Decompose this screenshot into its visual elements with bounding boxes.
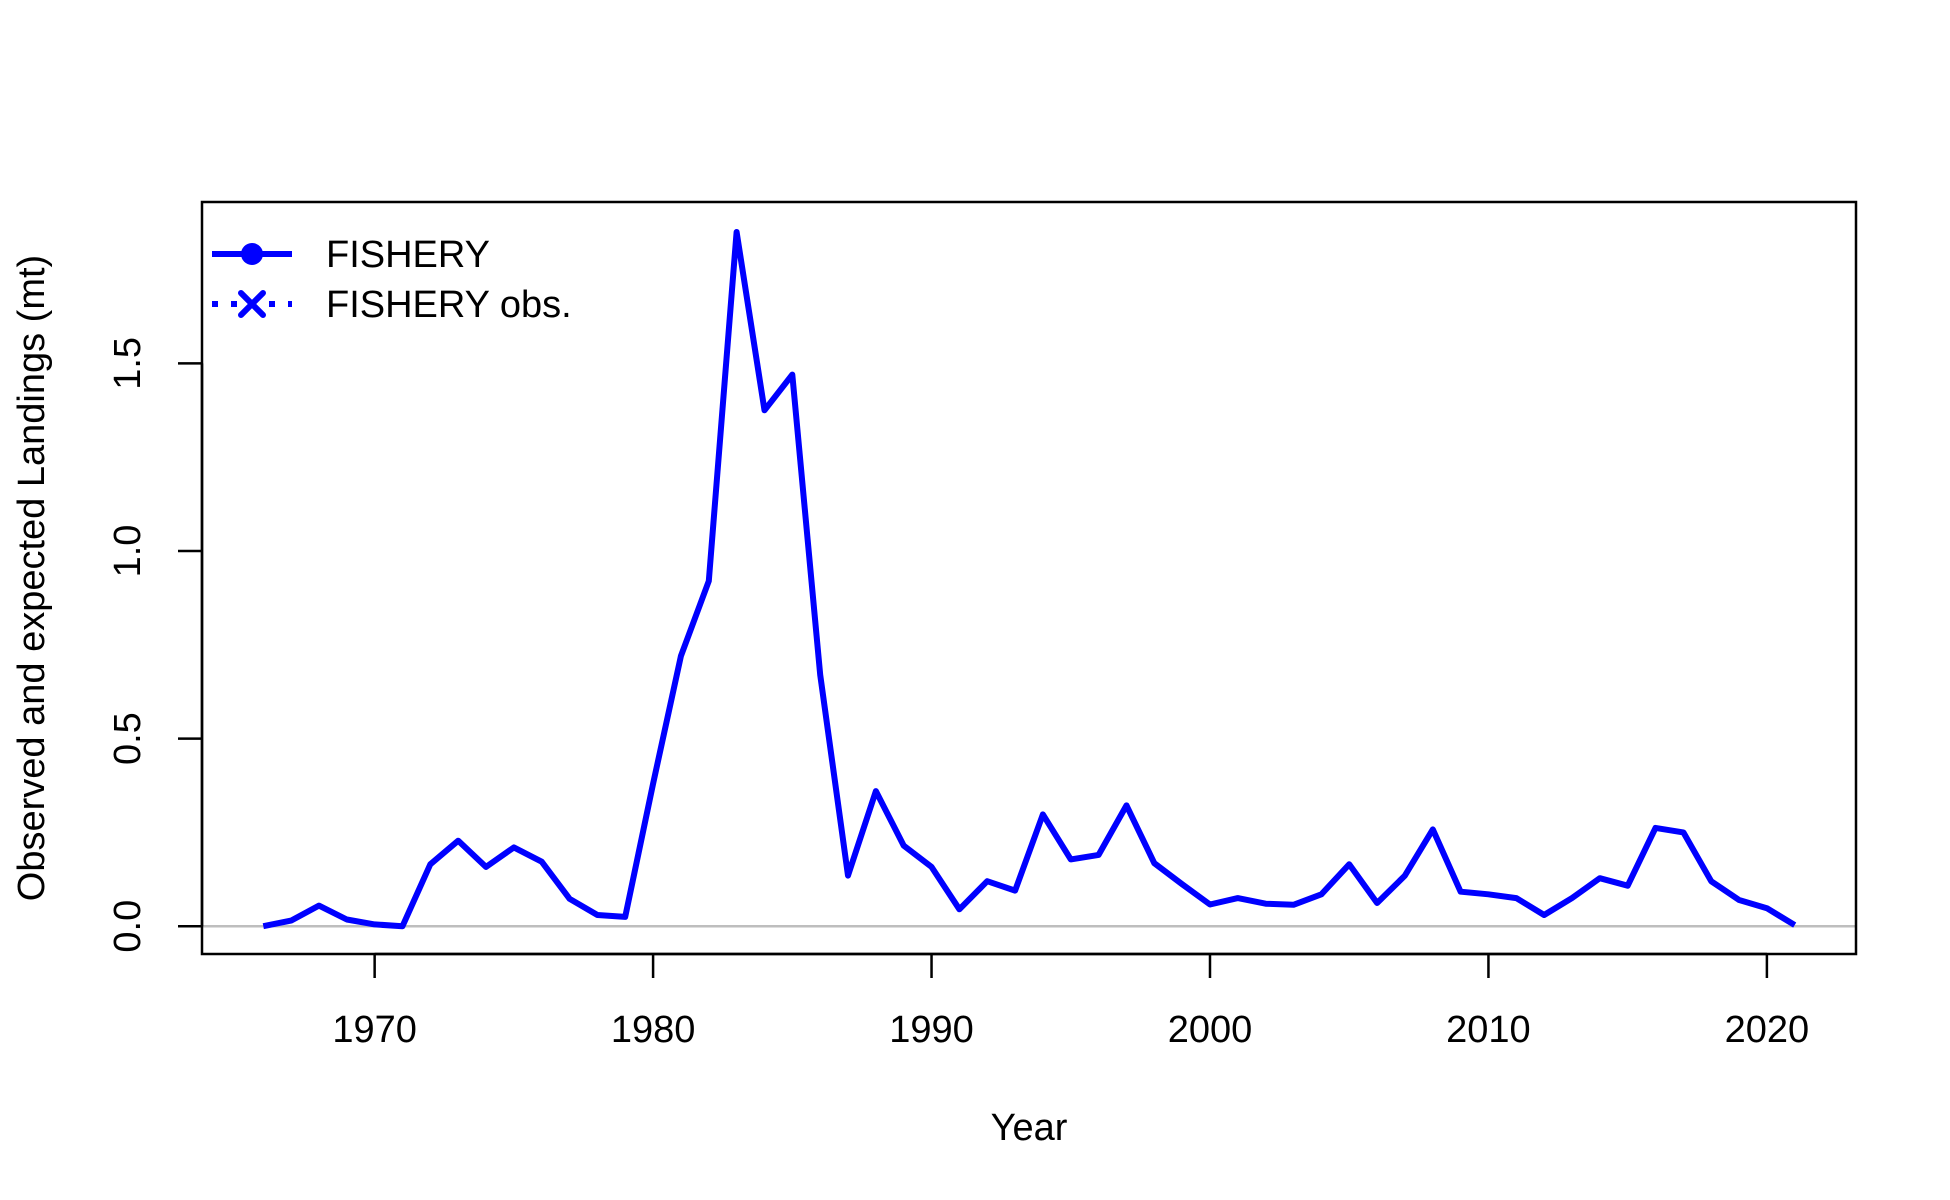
x-tick-label: 1980 xyxy=(611,1009,696,1051)
legend: FISHERY FISHERY obs. xyxy=(212,234,572,326)
x-tick-label: 2000 xyxy=(1168,1009,1253,1051)
legend-marker-x xyxy=(238,290,266,318)
x-axis-label: Year xyxy=(991,1107,1068,1149)
y-tick-label: 1.0 xyxy=(107,525,149,578)
series-line-fishery xyxy=(262,229,1797,930)
x-tick-label: 2010 xyxy=(1446,1009,1531,1051)
x-tick-label: 2020 xyxy=(1725,1009,1810,1051)
y-axis-label: Observed and expected Landings (mt) xyxy=(11,255,53,901)
y-tick-label: 0.0 xyxy=(107,900,149,953)
legend-label: FISHERY xyxy=(326,234,490,276)
y-tick-label: 0.5 xyxy=(107,712,149,765)
legend-label: FISHERY obs. xyxy=(326,284,572,326)
y-tick-label: 1.5 xyxy=(107,337,149,390)
legend-marker-circle xyxy=(241,243,263,265)
x-tick-label: 1970 xyxy=(332,1009,417,1051)
x-tick-label: 1990 xyxy=(889,1009,974,1051)
